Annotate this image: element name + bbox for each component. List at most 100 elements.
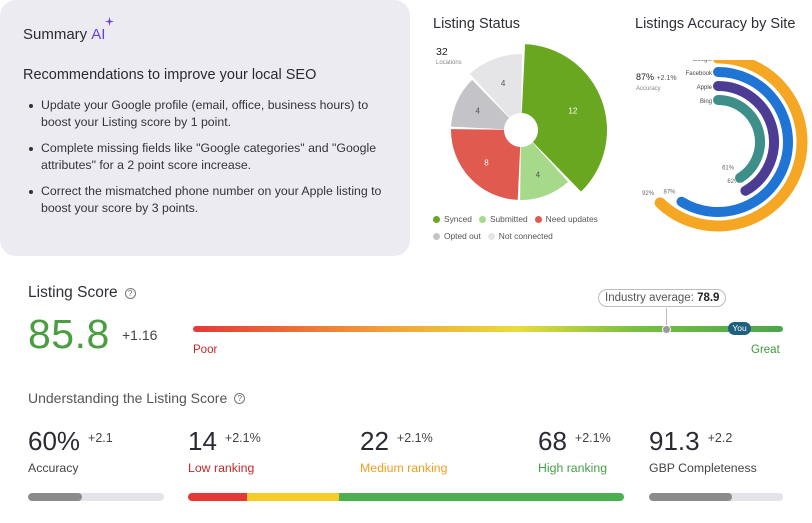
legend-item-synced: Synced	[433, 214, 472, 224]
accuracy-site-value: 62%	[727, 179, 740, 185]
you-marker: You	[728, 322, 751, 335]
accuracy-overall-delta: +2.1%	[656, 75, 677, 82]
listing-score-gradient-bar	[193, 326, 783, 332]
listing-status-pie-chart: 12 4 8 4 4	[451, 44, 607, 201]
pie-slice-label: 4	[536, 170, 541, 179]
pie-slice-label: 8	[484, 159, 489, 168]
help-icon[interactable]: ?	[124, 287, 136, 299]
metric-delta: +2.2	[707, 431, 733, 445]
understanding-title-text: Understanding the Listing Score	[28, 390, 228, 406]
accuracy-progress-bar	[28, 493, 164, 501]
legend-dot	[433, 215, 440, 223]
ranking-segment	[246, 493, 339, 501]
legend-item-opted-out: Opted out	[433, 231, 481, 241]
recommendations-heading: Recommendations to improve your local SE…	[23, 67, 317, 83]
legend-label: Not connected	[498, 231, 553, 241]
metric-delta: +2.1%	[224, 431, 261, 445]
metric-delta: +2.1%	[396, 431, 433, 445]
industry-average-value: 78.9	[697, 292, 720, 304]
metric-label: Medium ranking	[360, 461, 448, 475]
accuracy-site-label: Facebook	[686, 71, 713, 77]
legend-dot	[478, 215, 486, 223]
listing-score-value: 85.8	[28, 311, 110, 357]
accuracy-arc[interactable]	[713, 95, 765, 183]
metric-low-ranking: 14 +2.1% Low ranking	[188, 426, 261, 475]
legend-label: Need updates	[545, 214, 598, 224]
accuracy-site-label: Bing	[700, 99, 712, 105]
metric-label: Accuracy	[28, 461, 79, 475]
gbp-progress-bar	[649, 493, 783, 501]
listing-score-delta: +1.16	[122, 327, 158, 343]
accuracy-arc[interactable]	[713, 81, 779, 196]
accuracy-site-label: Google	[693, 60, 713, 63]
accuracy-progress-fill	[28, 493, 83, 501]
legend-label: Synced	[444, 214, 472, 224]
ranking-distribution-bar	[188, 493, 624, 501]
pie-slice[interactable]	[451, 129, 521, 200]
listing-status-title: Listing Status	[433, 16, 521, 32]
accuracy-overall-value: 87%	[636, 72, 655, 82]
metric-medium-ranking: 22 +2.1% Medium ranking	[360, 426, 447, 475]
recommendation-item: Update your Google profile (email, offic…	[23, 97, 395, 131]
accuracy-site-label: Apple	[697, 85, 713, 91]
pie-slice[interactable]	[521, 44, 607, 192]
listing-score-title: Listing Score?	[28, 284, 136, 302]
gbp-progress-fill	[649, 493, 733, 501]
locations-total: 32	[436, 46, 448, 58]
pie-slice[interactable]	[469, 54, 522, 118]
metric-value: 91.3	[649, 426, 700, 456]
listing-score-title-text: Listing Score	[28, 284, 118, 301]
metric-value: 60%	[28, 426, 81, 456]
industry-average-line	[666, 308, 667, 326]
legend-dot	[534, 215, 542, 223]
accuracy-overall-label: Accuracy	[636, 86, 661, 92]
recommendation-item: Correct the mismatched phone number on y…	[23, 183, 395, 217]
metric-accuracy: 60% +2.1 Accuracy	[28, 426, 113, 475]
understanding-title: Understanding the Listing Score?	[28, 390, 246, 406]
metric-label: High ranking	[538, 461, 608, 475]
metric-value: 14	[188, 426, 217, 456]
accuracy-arc[interactable]	[676, 67, 793, 217]
accuracy-site-value: 61%	[722, 166, 735, 172]
metric-high-ranking: 68 +2.1% High ranking	[538, 426, 611, 475]
accuracy-overall: 87% +2.1%	[636, 72, 677, 82]
metric-value: 22	[360, 426, 389, 456]
poor-label: Poor	[193, 344, 218, 356]
accuracy-arc[interactable]	[654, 60, 808, 232]
metric-gbp-completeness: 91.3 +2.2 GBP Completeness	[649, 426, 757, 475]
help-icon[interactable]: ?	[234, 392, 246, 404]
pie-slice-label: 4	[475, 107, 480, 116]
summary-title-text: Summary	[23, 26, 88, 43]
industry-average-label: Industry average: 78.9	[598, 289, 727, 307]
accuracy-radial-chart: Google 92% Facebook 87% Apple 62% Bing 61%	[642, 60, 808, 232]
accuracy-title: Listings Accuracy by Site	[635, 16, 796, 32]
metric-value: 68	[538, 426, 567, 456]
pie-slice-label: 12	[568, 106, 577, 115]
ai-label: AI	[91, 17, 115, 43]
pie-slice[interactable]	[520, 142, 569, 201]
legend-dot	[433, 232, 440, 240]
metric-delta: +2.1	[88, 431, 113, 445]
industry-average-text: Industry average:	[605, 292, 694, 304]
metric-label: GBP Completeness	[649, 461, 757, 475]
ranking-segment	[188, 493, 247, 501]
legend-label: Opted out	[444, 231, 481, 241]
sparkle-icon	[105, 17, 115, 26]
summary-title: Summary AI	[23, 17, 388, 43]
ai-label-text: AI	[91, 26, 106, 43]
accuracy-site-value: 87%	[664, 190, 677, 196]
pie-slice[interactable]	[451, 79, 510, 130]
legend-item-not-connected: Not connected	[487, 231, 553, 241]
legend-item-submitted: Submitted	[478, 214, 528, 224]
accuracy-site-value: 92%	[642, 191, 655, 197]
summary-card: Summary AI Recommendations to improve yo…	[0, 0, 410, 256]
metric-label: Low ranking	[188, 461, 255, 475]
recommendation-item: Complete missing fields like "Google cat…	[23, 140, 395, 174]
legend-item-need-updates: Need updates	[534, 214, 598, 224]
legend-label: Submitted	[489, 214, 528, 224]
ranking-segment	[338, 493, 624, 501]
industry-average-marker	[662, 325, 671, 334]
recommendations-list: Update your Google profile (email, offic…	[23, 97, 388, 217]
listing-status-legend: Synced Submitted Need updates Opted out Not…	[433, 214, 613, 248]
great-label: Great	[751, 344, 780, 356]
